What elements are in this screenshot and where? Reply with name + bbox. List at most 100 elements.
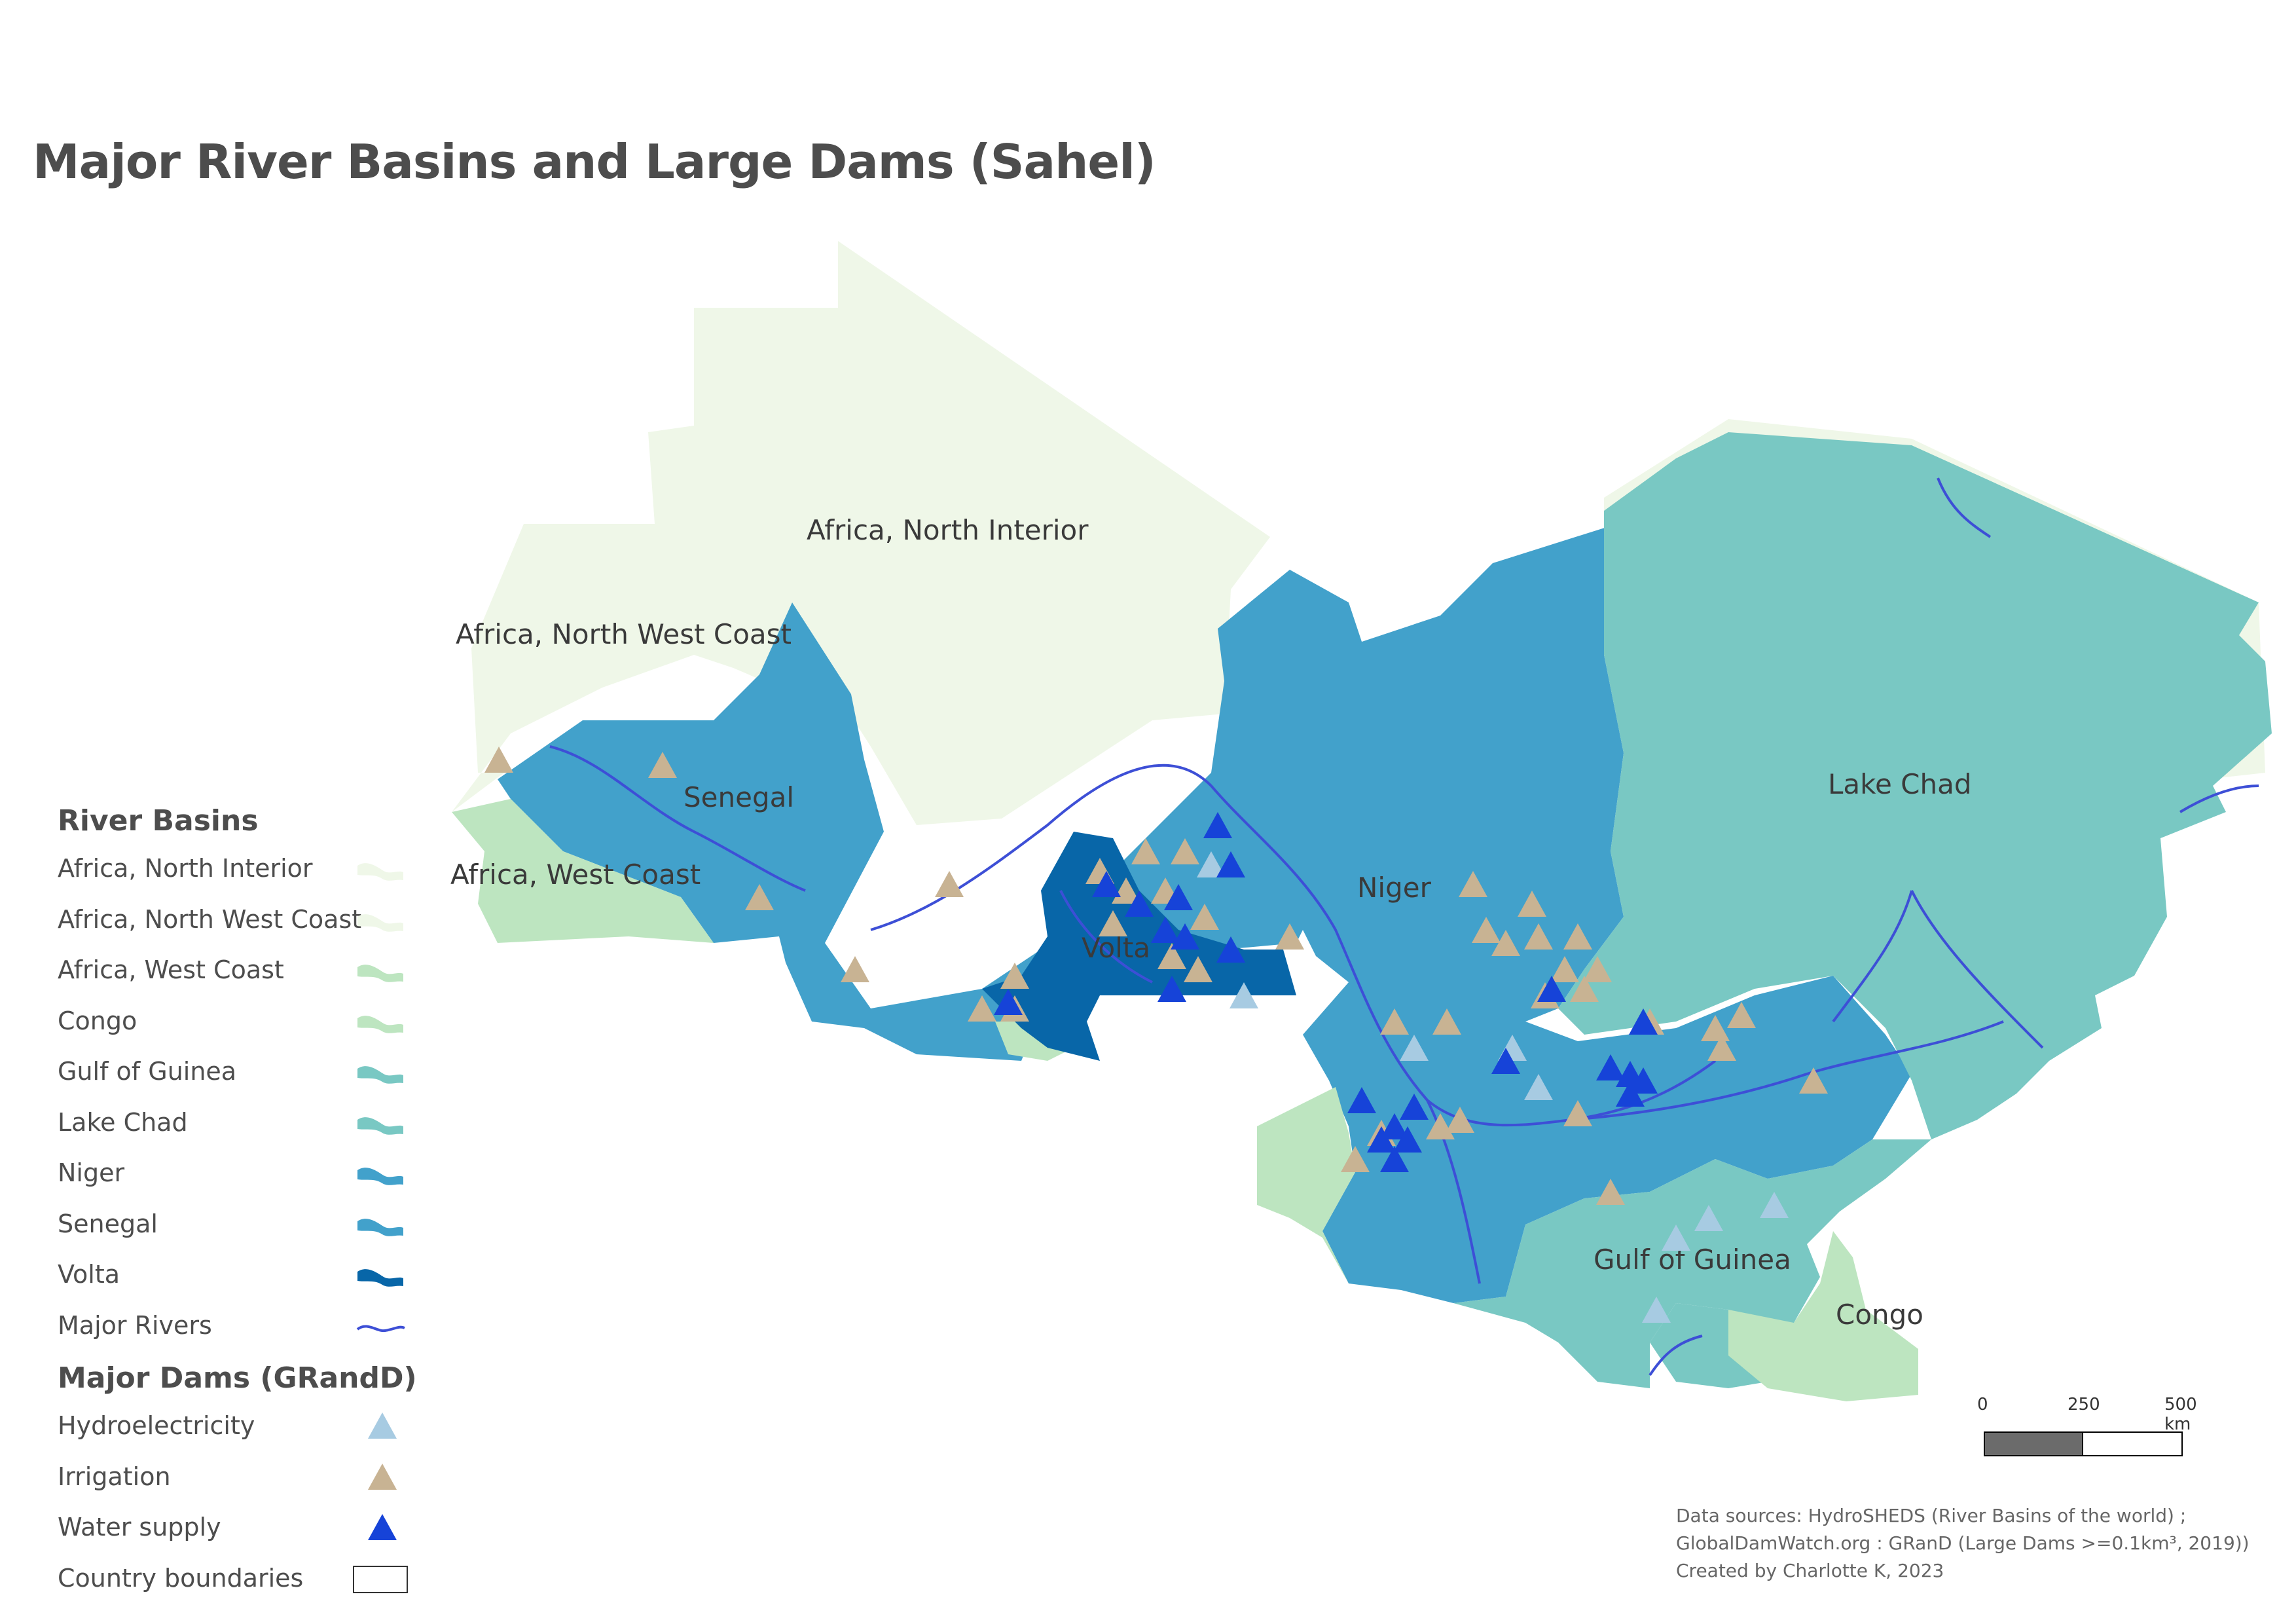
river-benue (1571, 1020, 2004, 1121)
dam-water-supply (1157, 976, 1186, 1002)
legend-label: Major Rivers (58, 1310, 212, 1340)
dam-water-supply (1171, 923, 1199, 950)
dam-irrigation (1171, 838, 1199, 864)
legend-item-senegal: Senegal (58, 1199, 424, 1250)
dam-hydroelectricity (1524, 1074, 1553, 1100)
map-title: Major River Basins and Large Dams (Sahel… (33, 134, 1156, 189)
legend-item-west-coast: Africa, West Coast (58, 945, 424, 996)
river-senegal (549, 745, 806, 892)
dam-water-supply (1164, 884, 1193, 910)
legend-swatch-north-west-coast (357, 913, 403, 932)
label-niger: Niger (1357, 872, 1432, 904)
dam-irrigation (1472, 917, 1501, 943)
triangle-icon (368, 1463, 397, 1490)
dam-irrigation (1426, 1113, 1455, 1139)
legend-item-irrigation: Irrigation (58, 1452, 424, 1503)
credits-line: GlobalDamWatch.org : GRanD (Large Dams >… (1676, 1532, 2250, 1554)
dam-irrigation (968, 995, 996, 1022)
dam-irrigation (1799, 1067, 1828, 1094)
dam-hydroelectricity (1642, 1297, 1671, 1323)
legend-swatch-congo (357, 1015, 403, 1033)
label-west-coast: Africa, West Coast (450, 858, 701, 891)
dam-irrigation (1583, 956, 1612, 982)
basin-gulf-of-guinea (1453, 1139, 1931, 1388)
legend-item-gulf-of-guinea: Gulf of Guinea (58, 1046, 424, 1098)
legend-label: Water supply (58, 1513, 221, 1541)
scale-bar: 0 250 500 km (1971, 1395, 2197, 1467)
legend-item-volta: Volta (58, 1249, 424, 1301)
scale-tick-500: 500 km (2164, 1395, 2197, 1434)
legend-item-congo: Congo (58, 996, 424, 1047)
legend-item-lake-chad: Lake Chad (58, 1098, 424, 1149)
dam-water-supply (1216, 851, 1245, 877)
dam-water-supply (1380, 1113, 1409, 1139)
dam-hydroelectricity (1400, 1035, 1429, 1061)
legend-swatch-north-interior (357, 863, 403, 881)
legend-swatch-volta (357, 1269, 403, 1287)
dam-irrigation (1707, 1035, 1736, 1061)
dam-water-supply (1537, 976, 1566, 1002)
dam-water-supply (994, 989, 1023, 1015)
dam-irrigation (1727, 1002, 1756, 1028)
legend-label: Niger (58, 1158, 125, 1187)
dam-hydroelectricity (1662, 1225, 1690, 1251)
dam-irrigation (484, 747, 513, 773)
dam-water-supply (1596, 1054, 1625, 1080)
basin-lake-chad (1558, 432, 2272, 1139)
dam-water-supply (1367, 1126, 1396, 1153)
legend-swatch-niger (357, 1168, 403, 1185)
legend-heading-dams: Major Dams (GRandD) (58, 1361, 417, 1395)
legend-label: Lake Chad (58, 1107, 188, 1137)
legend-item-country-boundaries: Country boundaries (58, 1553, 424, 1604)
basin-volta (982, 832, 1296, 1061)
scale-tick-250: 250 (2068, 1395, 2100, 1414)
legend-swatch-major-rivers (356, 1325, 405, 1332)
triangle-icon (368, 1412, 397, 1439)
dam-irrigation (1518, 891, 1546, 917)
label-north-interior: Africa, North Interior (807, 514, 1089, 546)
dam-irrigation (1550, 956, 1579, 982)
dam-irrigation (1491, 930, 1520, 956)
credits-line: Created by Charlotte K, 2023 (1676, 1560, 1944, 1581)
dam-irrigation (935, 871, 964, 897)
label-gulf-of-guinea: Gulf of Guinea (1594, 1244, 1791, 1276)
legend-item-north-interior: Africa, North Interior (58, 843, 424, 895)
river-chari (1832, 890, 2044, 1049)
dam-irrigation (1184, 956, 1212, 982)
label-congo: Congo (1836, 1299, 1923, 1331)
dams-hydroelectricity (1197, 851, 1789, 1323)
dam-irrigation (1596, 1179, 1625, 1205)
legend-item-water-supply: Water supply (58, 1502, 424, 1553)
dam-water-supply (1216, 936, 1245, 963)
legend-label: Africa, West Coast (58, 955, 284, 984)
label-senegal: Senegal (683, 781, 794, 813)
legend-label: Congo (58, 1006, 137, 1035)
dam-water-supply (1400, 1094, 1429, 1120)
dam-irrigation (1190, 904, 1219, 930)
basin-west-coast (452, 799, 714, 943)
scale-tick-0: 0 (1977, 1395, 1988, 1414)
legend-swatch-boundary (353, 1565, 408, 1593)
dam-hydroelectricity (1197, 851, 1226, 877)
legend-swatch-senegal (357, 1218, 403, 1236)
dam-water-supply (1491, 1048, 1520, 1074)
scale-bar-light (2082, 1431, 2183, 1456)
dam-water-supply (1629, 1008, 1658, 1035)
legend-label: Africa, North Interior (58, 854, 313, 883)
legend-item-niger: Niger (58, 1148, 424, 1199)
river-chad-north (1937, 477, 1992, 538)
dam-irrigation (1701, 1015, 1730, 1041)
legend-item-major-rivers: Major Rivers (58, 1301, 424, 1352)
dam-irrigation (1446, 1107, 1474, 1133)
dam-irrigation (841, 956, 869, 982)
legend-label: Country boundaries (58, 1563, 304, 1593)
dam-water-supply (1125, 891, 1154, 917)
legend-label: Irrigation (58, 1462, 171, 1491)
legend-item-hydroelectricity: Hydroelectricity (58, 1401, 424, 1452)
dam-irrigation (1099, 910, 1127, 936)
legend-label: Africa, North West Coast (58, 904, 362, 934)
dam-water-supply (1203, 812, 1232, 838)
triangle-icon (368, 1514, 397, 1540)
